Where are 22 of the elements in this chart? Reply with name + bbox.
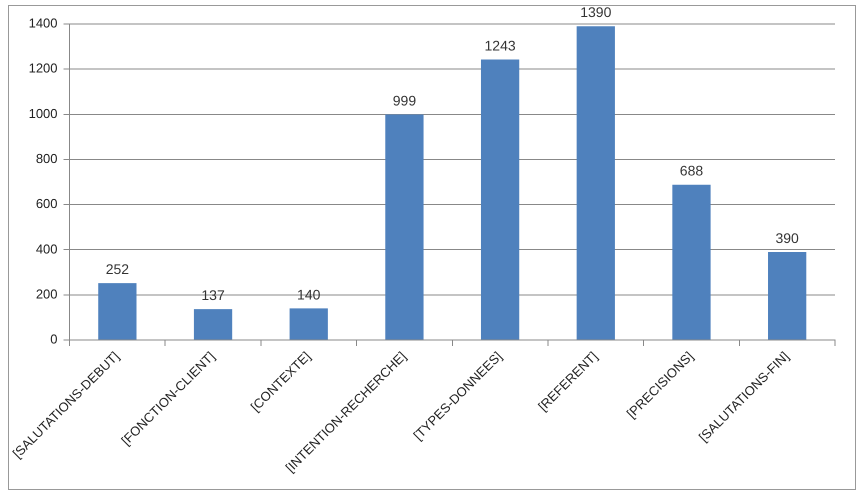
y-tick-label: 1200 (28, 60, 58, 76)
bar (672, 184, 711, 340)
data-label: 688 (680, 162, 704, 179)
bar (768, 252, 806, 340)
data-label: 1390 (580, 4, 612, 20)
y-tick-label: 600 (36, 196, 58, 212)
bar (290, 308, 328, 340)
bar (98, 283, 136, 340)
bar (480, 59, 520, 340)
y-tick-label: 1000 (28, 106, 58, 121)
y-tick-label: 800 (36, 151, 58, 166)
data-label: 252 (106, 261, 130, 278)
y-tick-label: 400 (36, 241, 58, 256)
data-label: 999 (392, 92, 416, 108)
data-label: 390 (775, 230, 800, 246)
bar (194, 309, 232, 340)
bar (576, 26, 615, 340)
data-label: 1243 (484, 37, 516, 54)
bar (385, 114, 424, 340)
y-tick-label: 200 (36, 286, 58, 302)
y-tick-label: 0 (50, 332, 58, 347)
y-tick-label: 1400 (28, 16, 58, 31)
